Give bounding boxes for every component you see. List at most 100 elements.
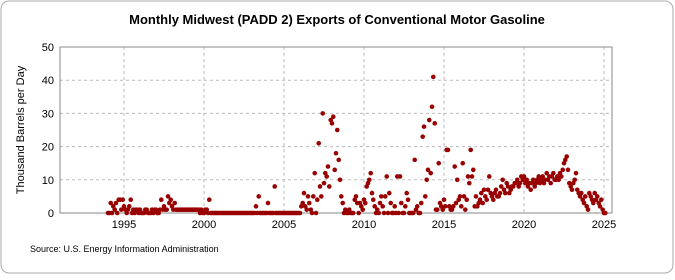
x-tick-label: 2015: [432, 219, 456, 231]
y-tick-label: 40: [42, 75, 54, 87]
point: [473, 194, 479, 199]
point: [265, 200, 271, 206]
point: [485, 187, 491, 193]
x-tick-label: 2000: [192, 219, 216, 231]
point: [461, 194, 467, 199]
point: [309, 210, 315, 216]
point: [168, 197, 174, 203]
point: [540, 174, 546, 179]
point: [314, 197, 320, 203]
point: [381, 210, 387, 216]
point: [356, 210, 362, 216]
point: [368, 170, 374, 176]
x-tick-label: 2010: [352, 219, 376, 231]
point: [514, 177, 520, 183]
point: [564, 154, 570, 159]
point: [565, 167, 571, 173]
point: [594, 194, 600, 199]
point: [310, 194, 316, 199]
point: [256, 194, 262, 199]
point: [398, 200, 404, 206]
point: [502, 190, 508, 196]
point: [318, 194, 324, 199]
point: [300, 200, 306, 206]
point: [505, 184, 511, 189]
point: [480, 200, 486, 206]
point: [452, 164, 458, 169]
point: [334, 127, 340, 133]
point: [493, 187, 499, 193]
point: [417, 210, 423, 216]
y-tick-label: 50: [42, 42, 54, 54]
point: [460, 160, 466, 166]
point: [558, 174, 564, 179]
point: [414, 204, 420, 209]
source: Source: U.S. Energy Information Administ…: [30, 244, 219, 254]
point: [421, 124, 427, 129]
point: [350, 210, 356, 216]
point: [378, 194, 384, 199]
x-tick-label: 2025: [592, 219, 616, 231]
point: [392, 204, 398, 209]
point: [530, 177, 536, 183]
point: [337, 177, 343, 183]
point: [457, 194, 463, 199]
point: [445, 147, 451, 153]
point: [385, 210, 391, 216]
point: [597, 204, 603, 209]
x-tick-label: 1995: [112, 219, 136, 231]
point: [536, 174, 542, 179]
point: [578, 190, 584, 196]
point: [164, 207, 170, 212]
point: [301, 190, 307, 196]
point: [370, 197, 376, 203]
point: [412, 157, 418, 163]
point: [324, 174, 330, 179]
point: [377, 200, 383, 206]
point: [426, 117, 432, 123]
point: [333, 150, 339, 156]
point: [253, 204, 259, 209]
point: [478, 190, 484, 196]
point: [388, 200, 394, 206]
point: [465, 174, 471, 179]
point: [602, 210, 608, 216]
point: [397, 174, 403, 179]
point: [585, 207, 591, 212]
point: [206, 197, 212, 203]
point: [330, 114, 336, 120]
point: [573, 170, 579, 176]
frame: [0, 0, 674, 274]
x-tick-label: 2020: [512, 219, 536, 231]
point: [126, 204, 132, 209]
point: [386, 190, 392, 196]
point: [453, 200, 459, 206]
point: [572, 177, 578, 183]
point: [450, 204, 456, 209]
point: [405, 197, 411, 203]
point: [272, 184, 278, 189]
point: [550, 170, 556, 176]
point: [464, 197, 470, 203]
point: [353, 194, 359, 199]
point: [468, 147, 474, 153]
point: [380, 204, 386, 209]
point: [366, 177, 372, 183]
point: [424, 177, 430, 183]
point: [114, 210, 120, 216]
point: [112, 207, 118, 212]
point: [321, 180, 327, 186]
point: [548, 180, 554, 186]
point: [500, 177, 506, 183]
point: [560, 167, 566, 173]
point: [329, 121, 335, 126]
point: [598, 197, 604, 203]
point: [404, 190, 410, 196]
point: [524, 177, 530, 183]
point: [592, 190, 598, 196]
point: [402, 204, 408, 209]
point: [556, 177, 562, 183]
point: [338, 194, 344, 199]
point: [109, 210, 115, 216]
